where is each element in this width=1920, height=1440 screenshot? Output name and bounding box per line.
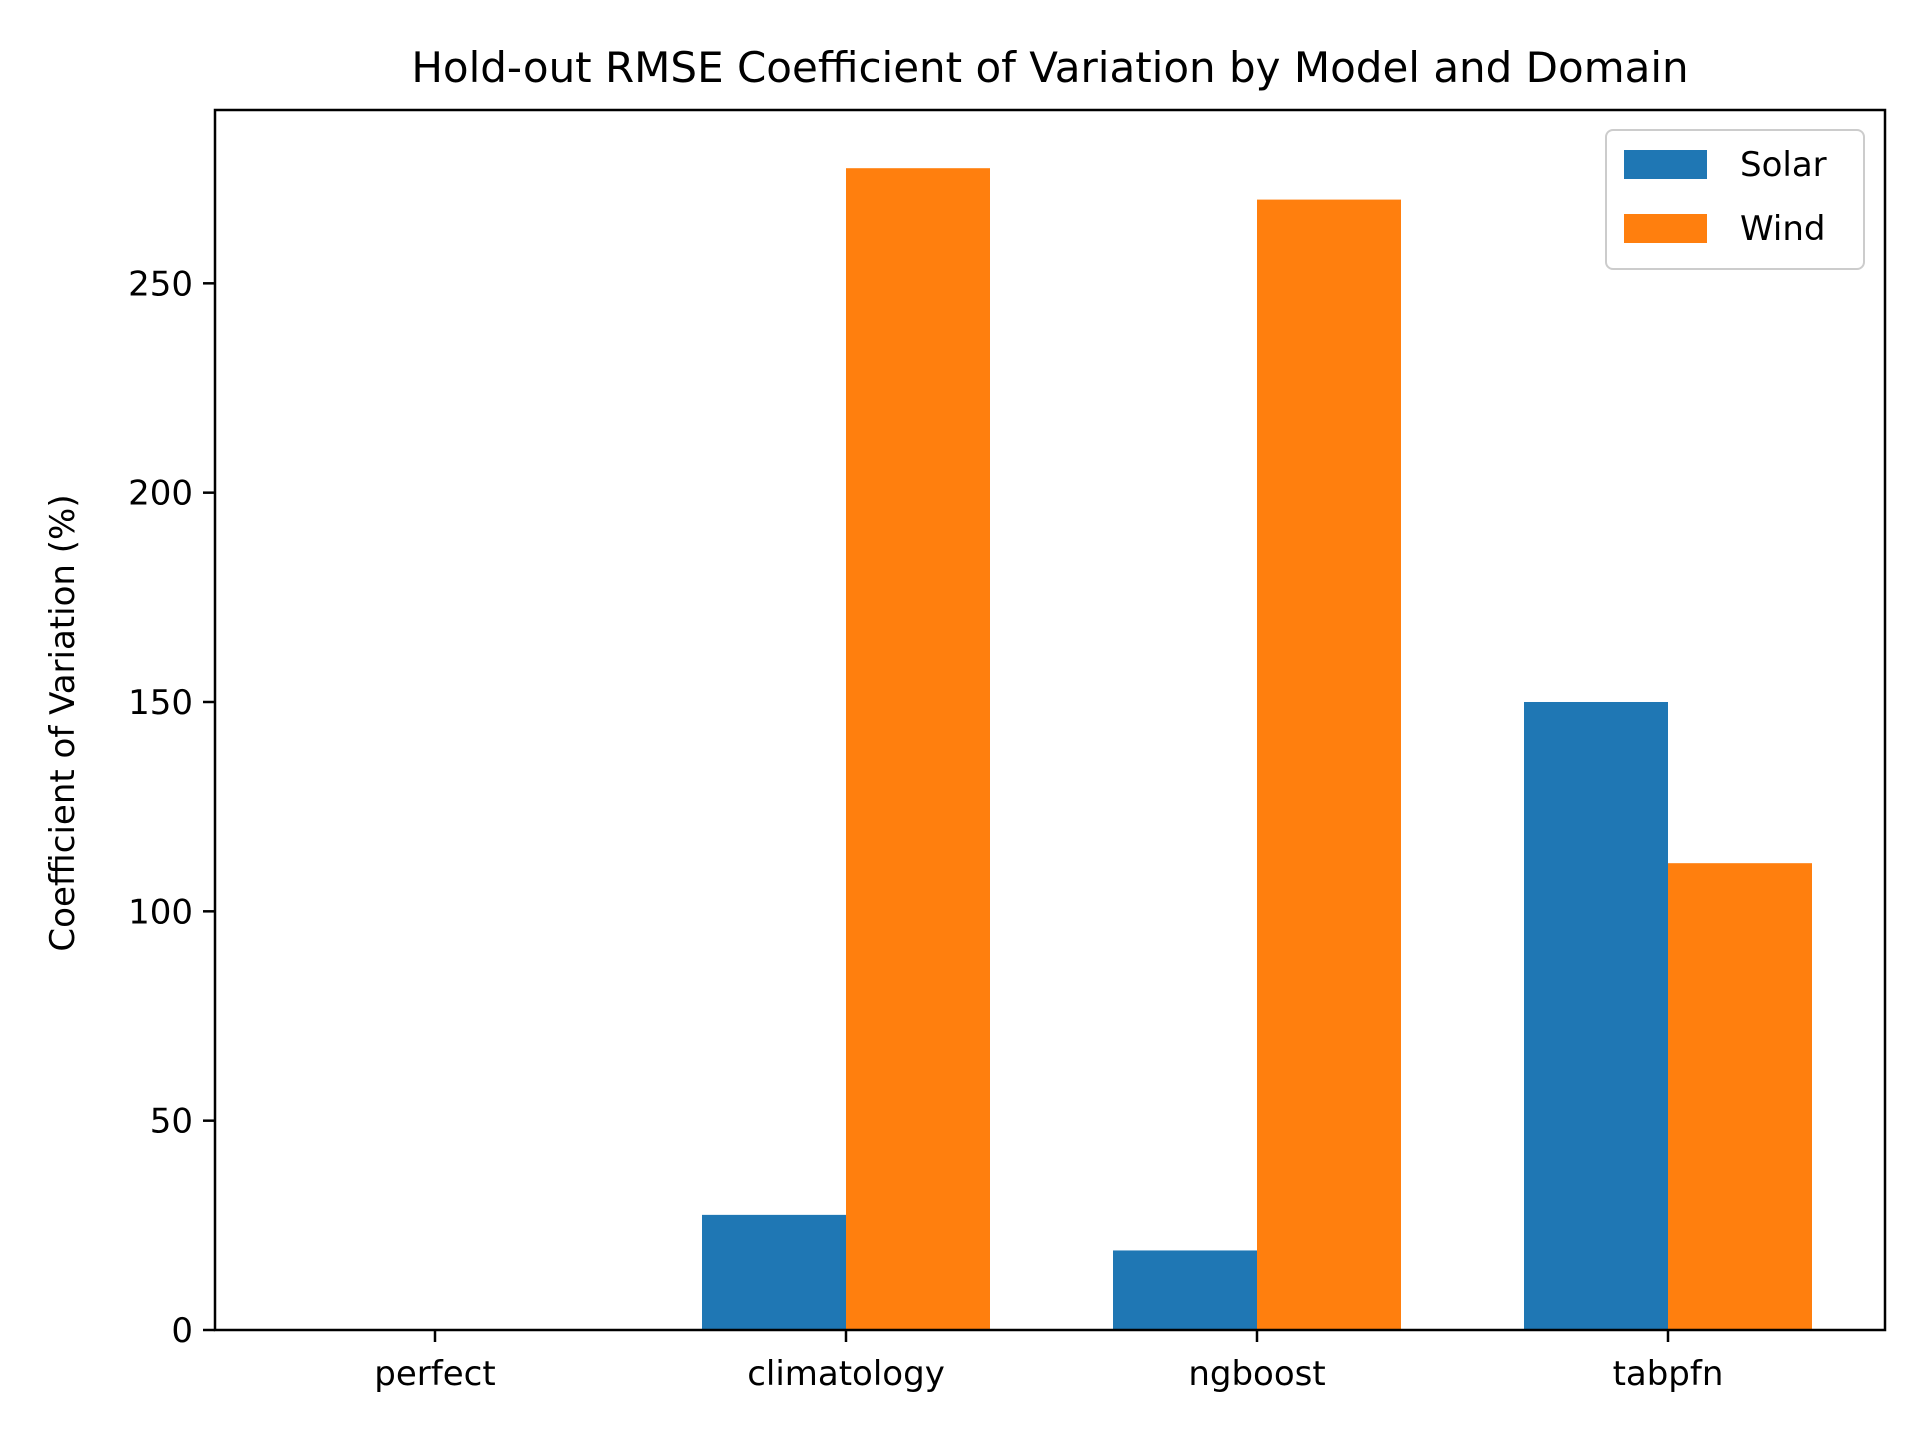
x-tick-label-perfect: perfect	[374, 1354, 495, 1394]
legend-swatch-solar	[1624, 150, 1707, 179]
x-tick-label-climatology: climatology	[747, 1354, 945, 1394]
y-tick-label: 50	[150, 1102, 193, 1142]
x-tick-label-tabpfn: tabpfn	[1613, 1354, 1724, 1394]
legend-label-wind: Wind	[1740, 209, 1825, 249]
y-axis-ticks: 0 50 100 150 200 250	[128, 264, 215, 1351]
x-axis-ticks: perfect climatology ngboost tabpfn	[374, 1330, 1723, 1394]
y-tick-label: 100	[128, 892, 193, 932]
bar-wind-tabpfn	[1668, 863, 1812, 1330]
legend-swatch-wind	[1624, 214, 1707, 243]
plot-frame	[213, 108, 1887, 1332]
bar-solar-ngboost	[1113, 1250, 1257, 1330]
bars-group	[702, 168, 1812, 1330]
bar-wind-ngboost	[1257, 199, 1401, 1330]
y-tick-label: 150	[128, 683, 193, 723]
y-tick-label: 250	[128, 264, 193, 304]
bar-solar-tabpfn	[1524, 701, 1668, 1330]
chart-title: Hold-out RMSE Coefficient of Variation b…	[411, 43, 1688, 92]
y-tick-label: 200	[128, 474, 193, 514]
y-tick-label: 0	[171, 1311, 193, 1351]
y-axis-label: Coefficient of Variation (%)	[43, 494, 83, 951]
legend: Solar Wind	[1605, 129, 1865, 270]
x-tick-label-ngboost: ngboost	[1188, 1354, 1325, 1394]
bar-wind-climatology	[846, 168, 990, 1330]
bar-solar-climatology	[702, 1214, 846, 1330]
legend-label-solar: Solar	[1740, 145, 1827, 185]
